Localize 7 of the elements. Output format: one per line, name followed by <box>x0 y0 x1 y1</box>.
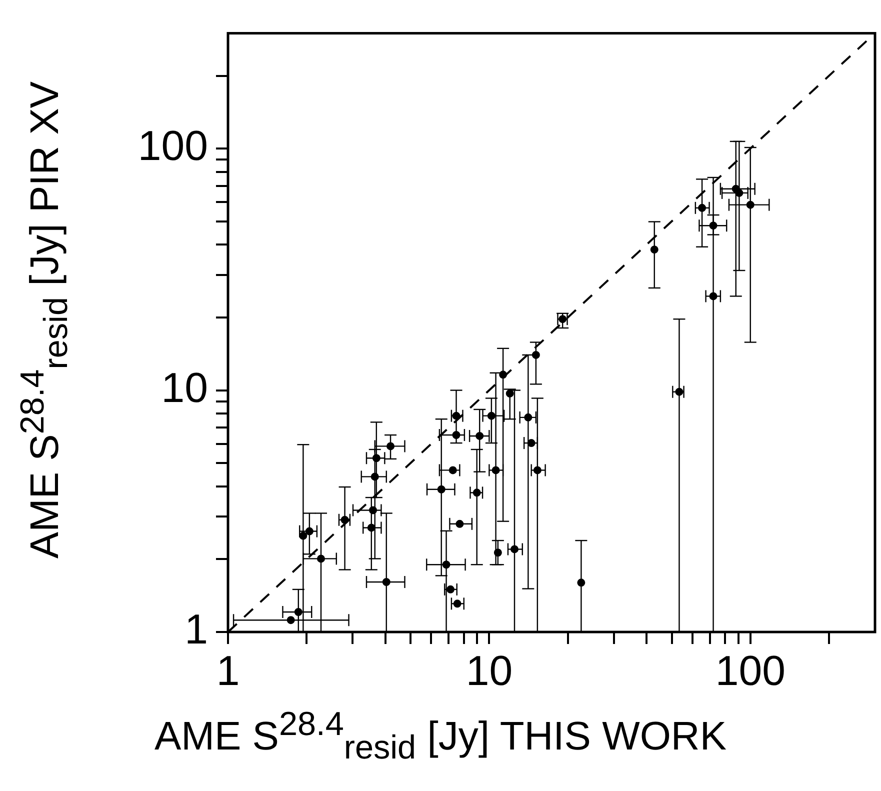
x-tick-label: 100 <box>715 646 786 694</box>
y-tick-label: 10 <box>161 364 208 411</box>
x-axis-title: AME S$^{28.4}$$_{resid}$ [Jy] THIS WORK <box>154 706 728 766</box>
x-tick-label: 10 <box>466 646 513 694</box>
x-tick-label: 1 <box>216 646 240 694</box>
y-tick-label: 1 <box>184 606 208 653</box>
y-tick-label: 100 <box>138 122 208 170</box>
